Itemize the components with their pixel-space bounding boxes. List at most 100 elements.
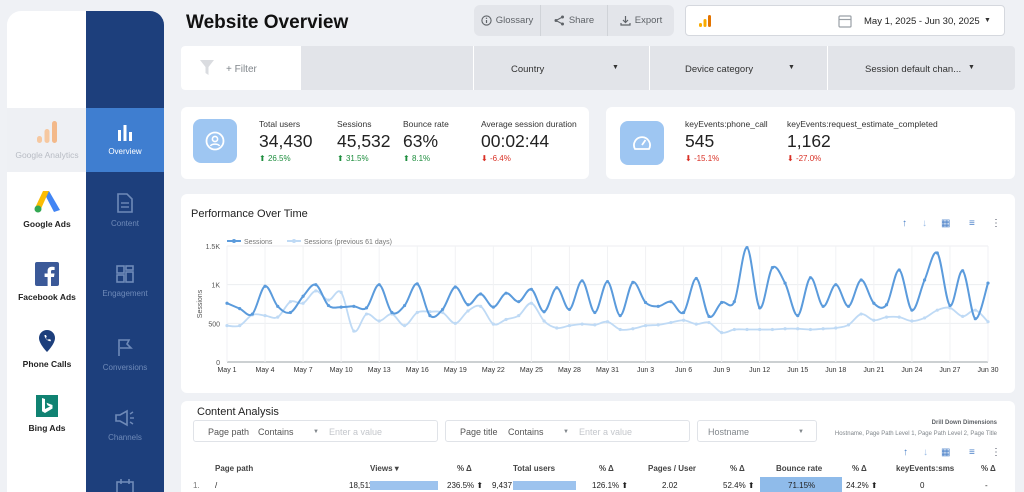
country-dropdown[interactable]: Country ▼ (473, 46, 649, 90)
performance-line-chart: 0 500 1K 1.5K Sessions May 1 May 4 May 7 May 10 M… (197, 239, 999, 374)
source-phone-calls[interactable]: Phone Calls (7, 329, 87, 369)
performance-chart-card: Performance Over Time ↑ ↓ ▦ ≡ ⋮ 0 500 1K 1.… (181, 194, 1015, 393)
source-bing-ads[interactable]: Bing Ads (7, 395, 87, 433)
more-vert-icon[interactable]: ⋮ (991, 447, 1001, 458)
data-point-previous (504, 317, 508, 322)
source-google-ads[interactable]: Google Ads (7, 189, 87, 229)
data-point-previous (808, 327, 813, 332)
enter-value-input[interactable]: Enter a value (579, 427, 633, 437)
sms-delta-cell: - (985, 481, 988, 490)
data-point-previous (364, 312, 369, 316)
column-header[interactable]: % Δ (981, 464, 996, 473)
enter-value-input[interactable]: Enter a value (329, 427, 383, 437)
hostname-dropdown[interactable]: Hostname ▼ (697, 420, 817, 442)
add-filter-button[interactable]: + Filter (181, 46, 301, 90)
data-point-previous (631, 327, 635, 331)
nav-item-channels[interactable]: Channels (86, 409, 164, 442)
y-axis-label: Sessions (197, 289, 204, 318)
analytics-logo-icon (699, 15, 711, 27)
arrow-up-icon[interactable]: ↑ (902, 218, 907, 229)
column-header[interactable]: % Δ (599, 464, 614, 473)
data-point-previous (961, 314, 965, 318)
column-header[interactable]: Page path (215, 464, 254, 473)
source-facebook-ads[interactable]: Facebook Ads (7, 262, 87, 302)
arrow-down-icon[interactable]: ↓ (922, 218, 927, 229)
nav-item-content[interactable]: Content (86, 193, 164, 228)
data-point-sessions (745, 245, 749, 250)
column-header[interactable]: Pages / User (648, 464, 697, 473)
device-dropdown[interactable]: Device category ▼ (649, 46, 827, 90)
data-point-sessions (542, 310, 546, 314)
arrow-down-icon[interactable]: ↓ (923, 447, 928, 458)
chevron-down-icon: ▼ (313, 429, 319, 435)
megaphone-icon (115, 409, 134, 427)
column-header[interactable]: Bounce rate (776, 464, 823, 473)
data-point-previous (593, 323, 597, 327)
drill-icon[interactable]: ▦ (941, 447, 951, 458)
data-point-previous (643, 324, 648, 328)
content-analysis-card: Content Analysis Page path Contains ▼ En… (181, 401, 1015, 492)
contains-select[interactable]: Contains (258, 427, 294, 437)
data-point-previous (466, 309, 470, 313)
more-vert-icon[interactable]: ⋮ (991, 218, 1001, 229)
nav-item-calendar[interactable] (86, 479, 164, 492)
nav-item-engagement[interactable]: Engagement (86, 265, 164, 298)
x-tick-label: May 31 (596, 367, 619, 374)
share-button[interactable]: Share (540, 5, 607, 36)
contains-select[interactable]: Contains (508, 427, 544, 437)
source-label: Google Ads (23, 219, 71, 229)
x-tick-label: Jun 18 (825, 367, 846, 374)
data-point-sessions (808, 276, 813, 280)
column-header[interactable]: % Δ (852, 464, 867, 473)
data-point-sessions (783, 281, 787, 285)
export-button[interactable]: Export (607, 5, 674, 36)
glossary-label: Glossary (495, 15, 534, 26)
glossary-button[interactable]: Glossary (474, 5, 540, 36)
legend-swatch-dot (232, 239, 236, 243)
column-header[interactable]: % Δ (457, 464, 472, 473)
nav-item-overview[interactable]: Overview (86, 108, 164, 172)
source-google-analytics[interactable]: Google Analytics (7, 108, 87, 172)
nav-item-conversions[interactable]: Conversions (86, 339, 164, 372)
drill-icon[interactable]: ▦ (941, 218, 951, 229)
page-path-cell: / (215, 481, 218, 490)
date-range-picker[interactable]: May 1, 2025 - Jun 30, 2025 ▼ (685, 5, 1005, 36)
filter-lines-icon[interactable]: ≡ (969, 447, 975, 458)
data-source-panel: Google Analytics Google Ads Facebook Ads… (7, 11, 87, 492)
channel-dropdown[interactable]: Session default chan... ▼ (827, 46, 1015, 90)
data-point-sessions (428, 314, 432, 318)
data-point-previous (694, 322, 698, 326)
kpi-value: 00:02:44 (481, 131, 550, 151)
pages-per-user-cell: 2.02 (662, 481, 678, 490)
data-point-sessions (834, 283, 838, 287)
page-path-filter[interactable]: Page path Contains ▼ Enter a value (193, 420, 438, 442)
row-index: 1. (193, 481, 200, 490)
column-header[interactable]: Views ▾ (370, 464, 399, 473)
x-tick-label: Jun 27 (939, 367, 960, 374)
kpi-label: Sessions (337, 119, 372, 129)
chevron-down-icon: ▼ (563, 429, 569, 435)
x-tick-label: May 19 (444, 367, 467, 374)
data-point-sessions (821, 304, 825, 308)
data-point-sessions (377, 283, 381, 287)
arrow-up-icon[interactable]: ↑ (903, 447, 908, 458)
data-point-previous (314, 289, 318, 293)
nav-label: Channels (108, 433, 142, 442)
data-point-sessions (884, 303, 889, 307)
column-header[interactable]: Total users (513, 464, 556, 473)
chart-title: Performance Over Time (191, 208, 308, 220)
source-label: Facebook Ads (18, 292, 76, 302)
filter-lines-icon[interactable]: ≡ (969, 218, 975, 229)
x-tick-label: May 4 (256, 367, 275, 374)
column-header[interactable]: % Δ (730, 464, 745, 473)
data-point-previous (276, 315, 280, 319)
page-title-filter[interactable]: Page title Contains ▼ Enter a value (445, 420, 690, 442)
data-point-sessions (580, 279, 584, 283)
data-point-previous (263, 314, 267, 318)
data-point-previous (796, 327, 800, 331)
data-point-sessions (593, 310, 597, 315)
data-point-sessions (682, 310, 686, 315)
data-point-sessions (301, 294, 305, 298)
column-header[interactable]: keyEvents:sms (896, 464, 955, 473)
calendar-icon (116, 479, 134, 492)
